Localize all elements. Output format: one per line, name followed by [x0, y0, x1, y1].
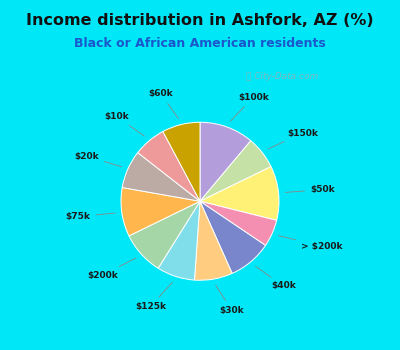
Wedge shape [200, 201, 277, 245]
Text: $150k: $150k [268, 129, 318, 149]
Text: $30k: $30k [216, 285, 244, 315]
Text: $100k: $100k [230, 93, 268, 121]
Wedge shape [121, 188, 200, 236]
Text: $200k: $200k [87, 258, 136, 280]
Text: Black or African American residents: Black or African American residents [74, 37, 326, 50]
Wedge shape [200, 201, 266, 273]
Wedge shape [200, 141, 271, 201]
Text: $75k: $75k [66, 212, 115, 221]
Text: $60k: $60k [149, 90, 178, 119]
Wedge shape [200, 167, 279, 220]
Text: > $200k: > $200k [278, 236, 342, 251]
Text: ⓘ City-Data.com: ⓘ City-Data.com [246, 72, 318, 81]
Wedge shape [129, 201, 200, 268]
Wedge shape [194, 201, 232, 280]
Wedge shape [158, 201, 200, 280]
Wedge shape [122, 153, 200, 201]
Text: $50k: $50k [285, 185, 335, 194]
Wedge shape [138, 132, 200, 201]
Text: $40k: $40k [256, 266, 296, 290]
Text: $125k: $125k [135, 282, 172, 311]
Text: $10k: $10k [104, 112, 144, 136]
Wedge shape [163, 122, 200, 201]
Text: Income distribution in Ashfork, AZ (%): Income distribution in Ashfork, AZ (%) [26, 13, 374, 28]
Wedge shape [200, 122, 251, 201]
Text: $20k: $20k [74, 152, 122, 167]
